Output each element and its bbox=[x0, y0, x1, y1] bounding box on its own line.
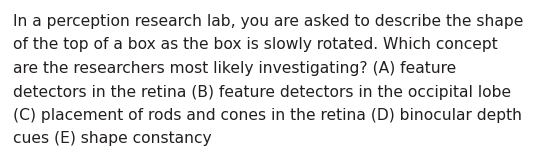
Text: (C) placement of rods and cones in the retina (D) binocular depth: (C) placement of rods and cones in the r… bbox=[13, 108, 522, 123]
Text: detectors in the retina (B) feature detectors in the occipital lobe: detectors in the retina (B) feature dete… bbox=[13, 85, 511, 100]
Text: In a perception research lab, you are asked to describe the shape: In a perception research lab, you are as… bbox=[13, 14, 523, 29]
Text: cues (E) shape constancy: cues (E) shape constancy bbox=[13, 131, 211, 146]
Text: are the researchers most likely investigating? (A) feature: are the researchers most likely investig… bbox=[13, 61, 456, 76]
Text: of the top of a box as the box is slowly rotated. Which concept: of the top of a box as the box is slowly… bbox=[13, 38, 498, 52]
